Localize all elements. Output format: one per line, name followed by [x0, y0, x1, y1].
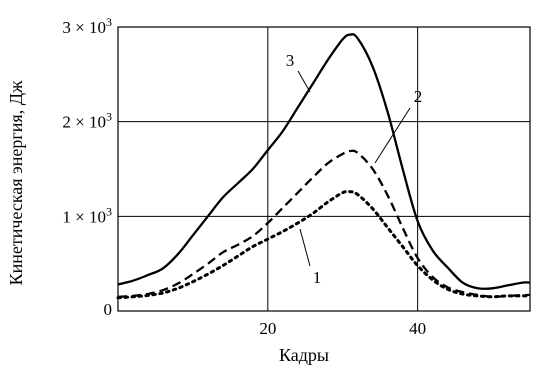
- series-line-1: [116, 189, 532, 300]
- series-label-2: 2: [414, 87, 423, 106]
- x-tick-label-1: 40: [409, 319, 426, 338]
- series-line-2: [117, 149, 531, 298]
- y-tick-label-2: 2 × 103: [62, 110, 112, 132]
- x-axis-title: Кадры: [279, 345, 329, 365]
- y-tick-label-0: 0: [104, 300, 113, 319]
- x-tick-labels: 20 40: [259, 319, 426, 338]
- x-tick-label-0: 20: [259, 319, 276, 338]
- series-label-leader-3: [297, 70, 311, 93]
- y-axis-title: Кинетическая энергия, Дж: [6, 80, 26, 285]
- series-label-1: 1: [313, 268, 322, 287]
- y-tick-label-3: 3 × 103: [62, 15, 112, 37]
- grid: [118, 27, 530, 311]
- series-label-layer: 1 2 3: [286, 51, 423, 287]
- plot-frame: [117, 26, 531, 312]
- series-layer: [116, 33, 532, 300]
- y-tick-label-1: 1 × 103: [62, 204, 112, 226]
- series-label-leader-1: [299, 228, 311, 267]
- y-tick-labels: 0 1 × 103 2 × 103 3 × 103: [62, 15, 112, 319]
- series-label-leader-2: [374, 107, 411, 164]
- series-line-3: [117, 33, 531, 290]
- series-label-3: 3: [286, 51, 295, 70]
